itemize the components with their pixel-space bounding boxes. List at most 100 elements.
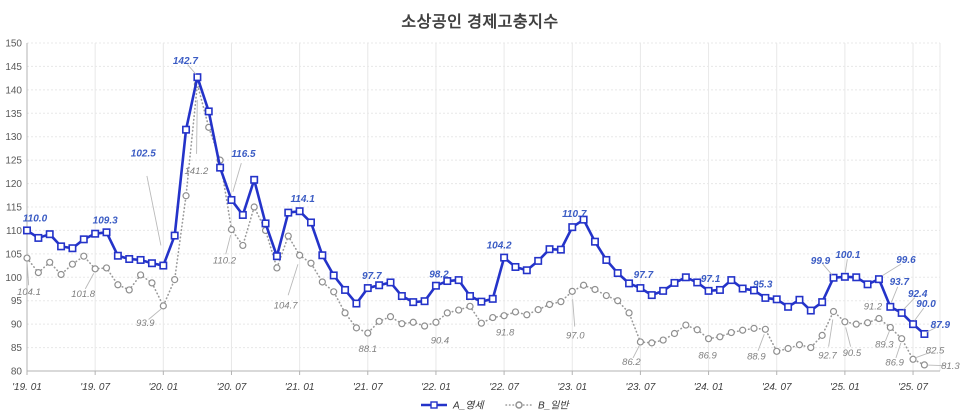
series-a-marker [363, 284, 372, 293]
series-a-marker [693, 278, 702, 287]
x-axis-tick-label: '19. 07 [80, 382, 110, 393]
series-a-marker [772, 295, 781, 304]
series-a-marker [113, 251, 122, 260]
series-b-marker [364, 329, 372, 337]
series-b-data-label: 88.9 [747, 351, 766, 362]
series-b-marker [829, 307, 838, 316]
series-a-data-label: 102.5 [131, 149, 156, 160]
annotation-leader-line [884, 330, 891, 342]
series-a-marker [840, 272, 849, 281]
series-a-marker [136, 255, 145, 264]
series-a-marker [45, 230, 54, 239]
legend-label: B_일반 [538, 400, 570, 412]
series-b-marker [500, 312, 508, 320]
series-a-marker [647, 291, 656, 300]
series-a-marker [715, 285, 724, 294]
y-axis-tick-label: 120 [5, 179, 22, 190]
series-a-marker [170, 231, 179, 240]
annotation-leader-line [844, 259, 848, 273]
series-a-marker [102, 228, 111, 237]
series-b-data-label: 89.3 [875, 339, 894, 350]
annotation-leader-line [845, 327, 852, 347]
series-b-marker [511, 308, 520, 316]
series-a-data-label: 90.0 [916, 299, 936, 310]
series-a-marker [318, 251, 327, 260]
y-axis-tick-label: 125 [5, 156, 22, 167]
series-b-marker [386, 313, 395, 321]
annotation-leader-line [572, 299, 576, 327]
series-a-marker [761, 293, 770, 302]
series-a-marker [590, 237, 599, 246]
series-a-data-label: 97.7 [362, 271, 382, 282]
series-a-marker [874, 275, 883, 284]
y-axis-tick-label: 145 [5, 62, 22, 73]
series-a-marker [625, 279, 634, 288]
series-b-marker [239, 241, 247, 250]
series-b-marker [80, 252, 88, 260]
series-b-marker [625, 309, 633, 317]
series-b-data-label: 91.2 [864, 302, 883, 313]
series-b-marker [477, 319, 485, 327]
series-b-marker [159, 302, 167, 310]
series-b-marker [864, 319, 872, 327]
legend-label: A_영세 [452, 400, 485, 412]
annotation-leader-line [287, 264, 299, 296]
series-b-marker [307, 259, 315, 267]
series-a-data-label: 110.0 [23, 213, 48, 224]
series-b-marker [330, 288, 338, 296]
legend-item-a-yeongse: A_영세 [421, 400, 485, 412]
series-b-marker [716, 333, 724, 341]
annotation-leader-line [926, 326, 938, 333]
series-a-marker [534, 256, 543, 265]
series-b-marker [557, 298, 565, 306]
series-b-marker [375, 317, 383, 325]
series-b-marker [443, 309, 451, 317]
series-b-marker [841, 318, 849, 326]
series-a-marker [420, 297, 429, 306]
series-a-marker [159, 261, 168, 270]
series-a-data-label: 114.1 [290, 194, 315, 205]
series-a-marker [818, 298, 827, 307]
series-b-marker [898, 335, 906, 343]
series-a-marker [477, 297, 486, 306]
series-b-marker [91, 265, 99, 273]
series-b-marker [852, 320, 860, 328]
annotation-leader-line [927, 364, 946, 367]
x-axis-tick-label: '22. 01 [421, 382, 451, 393]
series-a-marker [829, 273, 838, 282]
annotation-leader-line [828, 319, 834, 347]
annotation-leader-line [915, 351, 932, 359]
series-b-data-label: 92.7 [818, 350, 837, 361]
series-a-marker [511, 262, 520, 271]
series-a-marker [409, 298, 418, 307]
series-a-marker [545, 245, 554, 254]
series-b-marker [296, 251, 304, 259]
x-axis-tick-label: '21. 07 [353, 382, 383, 393]
series-a-data-label: 93.7 [890, 277, 910, 288]
series-a-marker [193, 73, 202, 82]
series-b-marker [57, 270, 65, 279]
series-b-marker [795, 341, 804, 349]
series-b-data-label: 141.2 [185, 166, 209, 177]
series-b-marker [682, 321, 690, 329]
chart-title: 소상공인 경제고충지수 [401, 14, 559, 31]
series-a-data-label: 99.9 [811, 256, 831, 267]
x-axis-tick-label: '19. 01 [12, 382, 42, 393]
series-b-marker [591, 285, 599, 294]
series-b-marker [875, 314, 883, 323]
series-a-line [26, 75, 926, 335]
series-a-marker [227, 195, 236, 204]
series-a-data-label: 98.2 [429, 270, 449, 281]
series-b-data-label: 101.8 [71, 289, 95, 300]
series-b-marker [466, 302, 474, 310]
series-a-marker [341, 285, 350, 294]
series-b-data-label: 104.1 [17, 287, 41, 298]
annotation-leader-line [895, 342, 902, 359]
series-a-marker [386, 278, 395, 287]
series-a-marker [897, 308, 906, 317]
series-a-marker [727, 276, 736, 285]
series-a-marker [795, 295, 804, 304]
series-b-marker [648, 339, 656, 347]
series-a-marker [261, 219, 270, 228]
